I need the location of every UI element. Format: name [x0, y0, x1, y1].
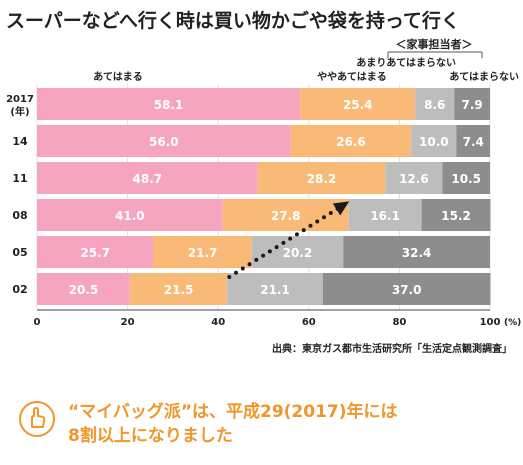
bar-segment [300, 88, 416, 120]
bar-segment [442, 162, 490, 194]
legend-label: ややあてはまる [317, 70, 387, 83]
bar-value-label: 20.5 [69, 283, 99, 297]
bar-value-label: 48.7 [133, 172, 163, 186]
bar-value-label: 8.6 [424, 98, 445, 112]
x-tick-label: 40 [211, 317, 225, 328]
bar-value-label: 32.4 [402, 246, 432, 260]
bar-segment [37, 125, 291, 157]
bar-value-label: 7.4 [463, 135, 484, 149]
x-unit-label: (%) [504, 318, 521, 328]
category-label: 11 [12, 172, 27, 185]
bar-value-label: 10.0 [419, 135, 449, 149]
x-tick-label: 80 [392, 317, 406, 328]
x-tick-label: 100 [480, 317, 501, 328]
bar-value-label: 25.4 [343, 98, 373, 112]
trend-arrow-line [227, 201, 349, 279]
chart-title: スーパーなどへ行く時は買い物かごや袋を持って行く [6, 9, 460, 32]
note-line-2: 8割以上になりました [68, 426, 233, 446]
bar-segment [251, 236, 344, 268]
note-callout: “マイバッグ派”は、平成29(2017)年には 8割以上になりました [18, 398, 518, 458]
category-label: 08 [12, 209, 27, 222]
stacked-bar-chart: スーパーなどへ行く時は買い物かごや袋を持って行く ＜家事担当者＞ あてはまる やや… [6, 9, 521, 355]
bar-segment [290, 125, 412, 157]
x-tick-label: 20 [121, 317, 135, 328]
bar-segment [227, 273, 323, 305]
bar-value-label: 28.2 [307, 172, 337, 186]
x-tick-label: 0 [34, 317, 41, 328]
bar-segment [153, 236, 252, 268]
category-label-unit: (年) [10, 105, 29, 118]
bar-value-label: 21.7 [188, 246, 218, 260]
bar-value-label: 37.0 [392, 283, 422, 297]
bar-segment [222, 199, 349, 231]
bar-segment [129, 273, 228, 305]
bar-segment [343, 236, 490, 268]
bar-value-label: 21.1 [260, 283, 290, 297]
bar-value-label: 10.5 [451, 172, 481, 186]
bar-segment [421, 199, 491, 231]
legend-group-label: ＜家事担当者＞ [396, 37, 473, 51]
bar-value-label: 20.2 [283, 246, 313, 260]
bar-segment [348, 199, 422, 231]
bar-segment [385, 162, 443, 194]
bar-value-label: 58.1 [154, 98, 184, 112]
category-label: 02 [12, 283, 27, 296]
bar-value-label: 7.9 [461, 98, 482, 112]
x-tick-label: 60 [302, 317, 316, 328]
legend-label: あてはまる [93, 70, 143, 83]
bar-segment [415, 88, 455, 120]
bar-segment [37, 236, 154, 268]
bar-value-label: 27.8 [271, 209, 301, 223]
bar-segment [257, 162, 386, 194]
category-label: 05 [12, 246, 27, 259]
bar-value-label: 12.6 [399, 172, 429, 186]
category-label: 2017 [6, 94, 34, 105]
bar-segment [322, 273, 491, 305]
bar-segment [456, 125, 490, 157]
bar-value-label: 25.7 [80, 246, 110, 260]
bar-value-label: 16.1 [370, 209, 400, 223]
bar-segment [37, 88, 301, 120]
bar-value-label: 15.2 [441, 209, 471, 223]
bar-segment [37, 162, 258, 194]
bar-value-label: 41.0 [115, 209, 145, 223]
bar-segment [411, 125, 457, 157]
bar-value-label: 26.6 [336, 135, 366, 149]
pointing-hand-icon [19, 401, 55, 437]
legend-label: あてはまらない [449, 70, 519, 83]
bar-value-label: 21.5 [164, 283, 194, 297]
bar-segment [454, 88, 490, 120]
source-text: 出典：東京ガス都市生活研究所「生活定点観測調査」 [272, 342, 512, 355]
bar-value-label: 56.0 [149, 135, 179, 149]
bar-segment [37, 199, 223, 231]
trend-arrow-head [332, 201, 350, 216]
bar-segment [37, 273, 130, 305]
category-label: 14 [12, 135, 28, 148]
note-line-1: “マイバッグ派”は、平成29(2017)年には [68, 402, 398, 422]
legend-label: あまりあてはまらない [356, 56, 456, 69]
